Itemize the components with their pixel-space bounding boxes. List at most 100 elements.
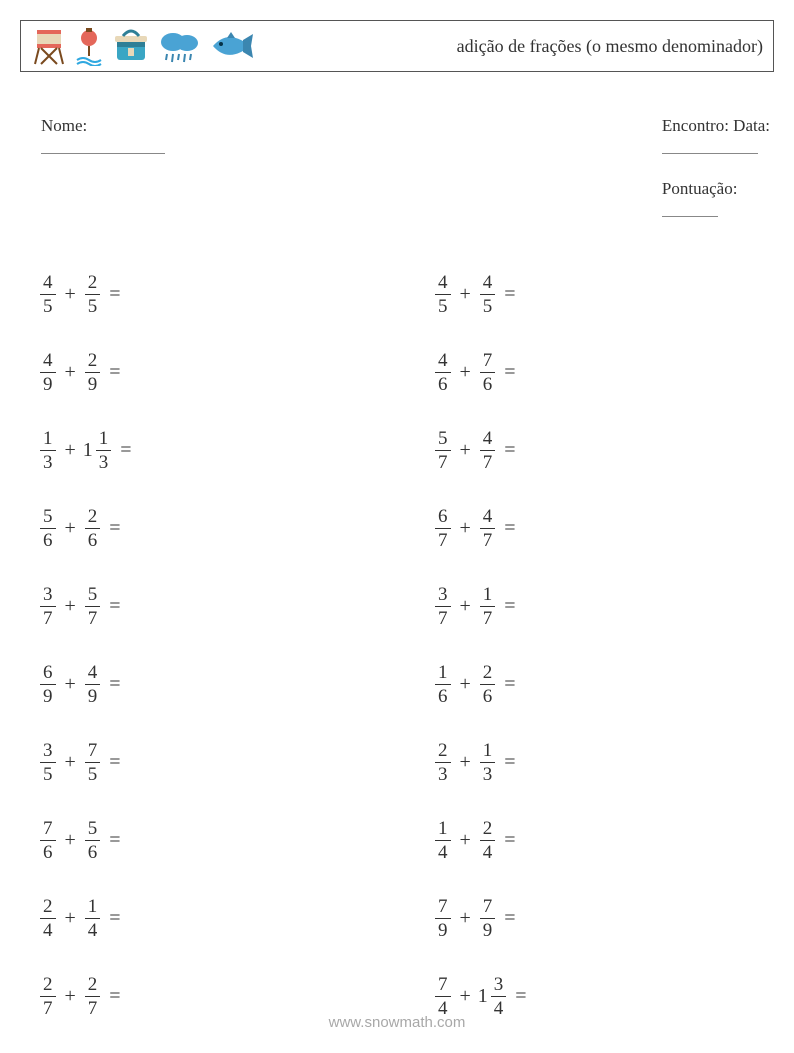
score-blank[interactable] (662, 199, 718, 217)
plus-sign: + (65, 361, 76, 384)
fraction: 26 (85, 506, 101, 551)
numerator: 6 (40, 662, 56, 683)
fishing-float-icon (73, 26, 105, 66)
fraction-bar (435, 684, 451, 685)
plus-sign: + (460, 907, 471, 930)
plus-sign: + (65, 517, 76, 540)
numerator: 7 (85, 740, 101, 761)
equals-sign: = (120, 439, 131, 462)
header-icon-row (31, 26, 255, 66)
name-blank[interactable] (41, 136, 165, 154)
numerator: 7 (40, 818, 56, 839)
numerator: 2 (480, 662, 496, 683)
numerator: 1 (96, 428, 112, 449)
date-blank[interactable] (662, 136, 758, 154)
fraction: 25 (85, 272, 101, 317)
meta-row: Nome: Encontro: Data: Pontuação: (20, 96, 774, 242)
equals-sign: = (504, 673, 515, 696)
equals-sign: = (504, 595, 515, 618)
denominator: 4 (480, 842, 496, 863)
date-score-group: Encontro: Data: Pontuação: (645, 96, 770, 242)
denominator: 7 (40, 608, 56, 629)
worksheet-title: adição de frações (o mesmo denominador) (457, 36, 763, 57)
fraction-bar (491, 996, 507, 997)
plus-sign: + (65, 985, 76, 1008)
fraction: 37 (435, 584, 451, 629)
fraction-bar (480, 684, 496, 685)
fraction-bar (480, 762, 496, 763)
fraction: 17 (480, 584, 496, 629)
plus-sign: + (65, 751, 76, 774)
equals-sign: = (109, 283, 120, 306)
problem: 79+79= (433, 892, 768, 944)
fraction: 47 (480, 428, 496, 473)
numerator: 2 (40, 974, 56, 995)
numerator: 5 (85, 818, 101, 839)
problem: 49+29= (38, 346, 373, 398)
numerator: 1 (435, 818, 451, 839)
plus-sign: + (460, 361, 471, 384)
problem: 45+45= (433, 268, 768, 320)
fraction: 56 (40, 506, 56, 551)
fraction: 13 (480, 740, 496, 785)
fraction-bar (435, 606, 451, 607)
denominator: 6 (85, 842, 101, 863)
numerator: 6 (435, 506, 451, 527)
plus-sign: + (65, 595, 76, 618)
cloud-rain-icon (157, 26, 201, 66)
denominator: 7 (435, 608, 451, 629)
denominator: 9 (480, 920, 496, 941)
equals-sign: = (504, 283, 515, 306)
equals-sign: = (504, 751, 515, 774)
numerator: 1 (435, 662, 451, 683)
numerator: 4 (480, 428, 496, 449)
numerator: 4 (40, 350, 56, 371)
equals-sign: = (109, 673, 120, 696)
fraction: 45 (435, 272, 451, 317)
fraction-bar (480, 840, 496, 841)
equals-sign: = (504, 517, 515, 540)
numerator: 5 (40, 506, 56, 527)
numerator: 1 (480, 584, 496, 605)
fraction-bar (480, 606, 496, 607)
fraction: 34 (491, 974, 507, 1019)
fraction-bar (85, 996, 101, 997)
plus-sign: + (460, 985, 471, 1008)
equals-sign: = (515, 985, 526, 1008)
numerator: 7 (435, 974, 451, 995)
equals-sign: = (109, 985, 120, 1008)
fraction: 46 (435, 350, 451, 395)
fraction-bar (85, 918, 101, 919)
plus-sign: + (65, 829, 76, 852)
denominator: 6 (480, 686, 496, 707)
denominator: 6 (435, 686, 451, 707)
equals-sign: = (109, 751, 120, 774)
denominator: 7 (480, 452, 496, 473)
problem: 57+47= (433, 424, 768, 476)
numerator: 2 (85, 272, 101, 293)
denominator: 3 (96, 452, 112, 473)
fraction-bar (40, 528, 56, 529)
mixed-whole: 1 (478, 985, 488, 1008)
numerator: 3 (40, 584, 56, 605)
problem: 23+13= (433, 736, 768, 788)
problem: 46+76= (433, 346, 768, 398)
equals-sign: = (504, 829, 515, 852)
fraction-bar (480, 918, 496, 919)
fraction: 76 (40, 818, 56, 863)
plus-sign: + (460, 283, 471, 306)
numerator: 1 (40, 428, 56, 449)
equals-sign: = (109, 595, 120, 618)
denominator: 7 (480, 530, 496, 551)
fraction: 79 (435, 896, 451, 941)
fraction: 13 (40, 428, 56, 473)
denominator: 9 (85, 374, 101, 395)
fraction-bar (85, 762, 101, 763)
equals-sign: = (504, 361, 515, 384)
equals-sign: = (109, 829, 120, 852)
fraction: 27 (40, 974, 56, 1019)
fraction-bar (480, 372, 496, 373)
numerator: 4 (435, 272, 451, 293)
problems-grid: 45+25=45+45=49+29=46+76=13+113=57+47=56+… (20, 268, 774, 1022)
fraction: 16 (435, 662, 451, 707)
